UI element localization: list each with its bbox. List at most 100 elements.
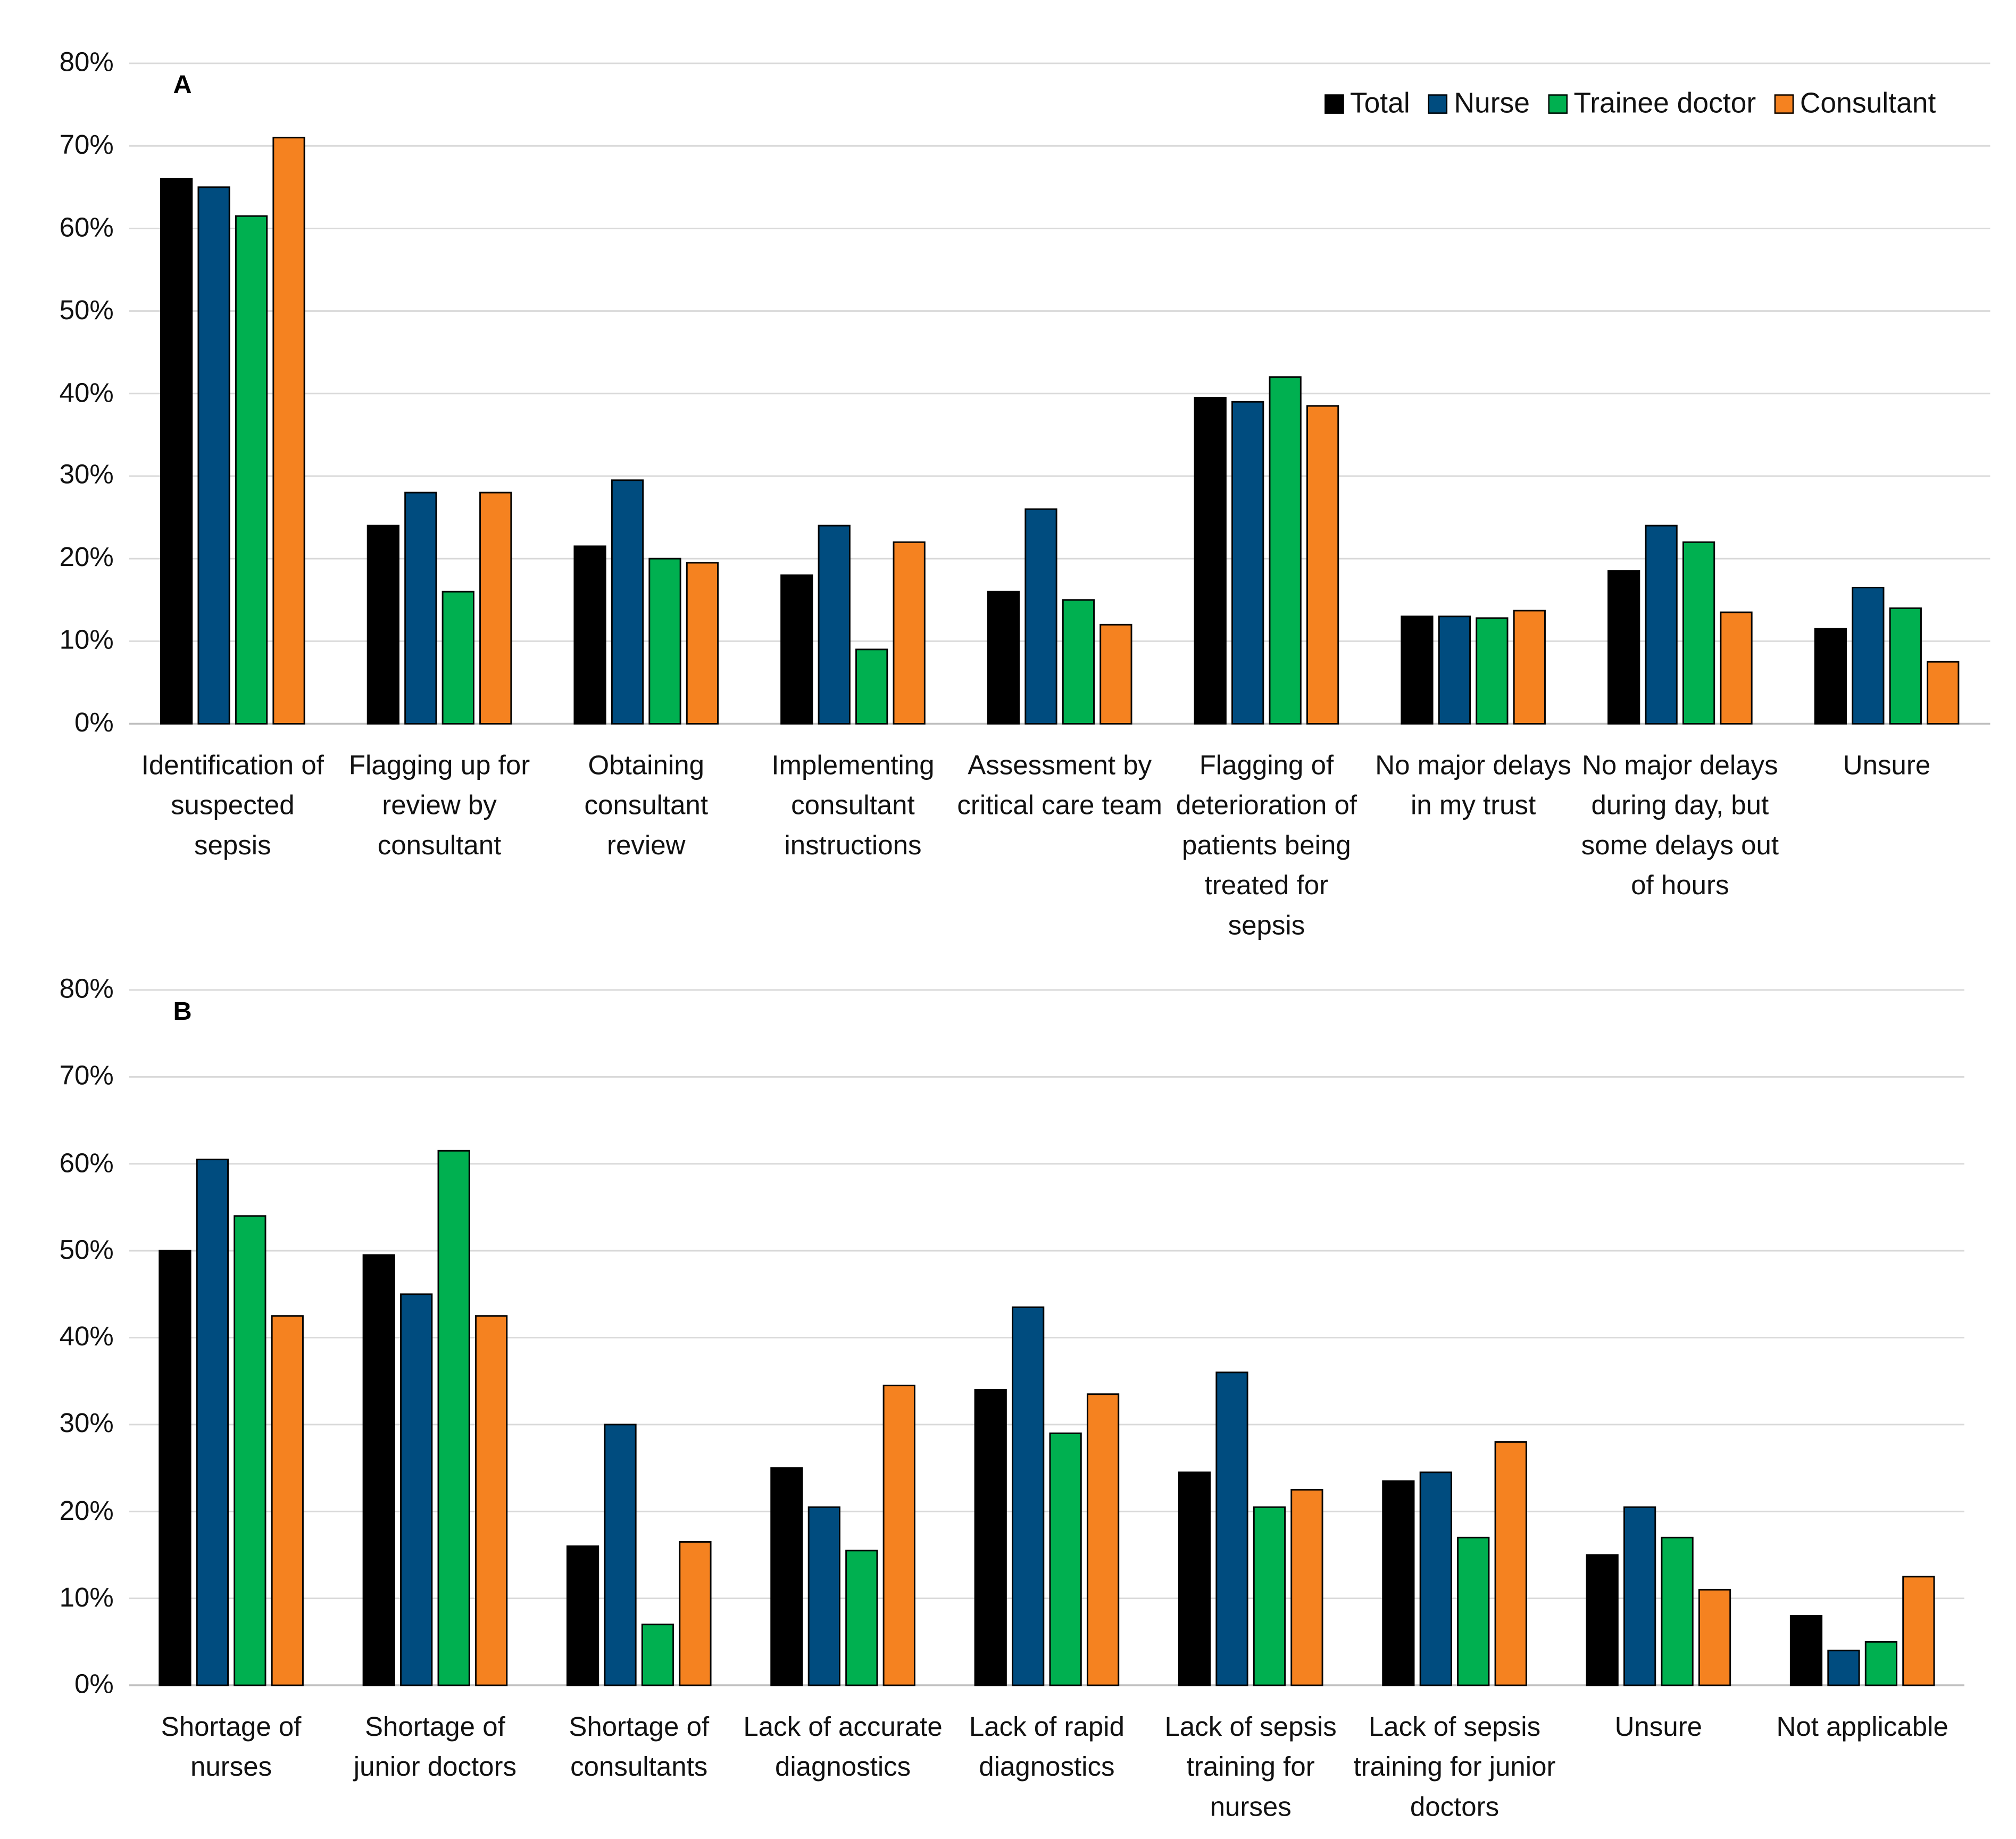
bar bbox=[1194, 397, 1227, 725]
bar bbox=[1457, 1536, 1490, 1686]
x-tick-label: Identification of suspected sepsis bbox=[141, 751, 324, 861]
bar bbox=[362, 1254, 395, 1686]
x-tick-label: Implementing consultant instructions bbox=[771, 751, 935, 861]
y-tick-label: 30% bbox=[59, 1409, 114, 1439]
x-tick-label: Flagging of deterioration of patients be… bbox=[1176, 751, 1357, 941]
x-tick-label: Shortage of nurses bbox=[161, 1712, 302, 1783]
legend-item: Consultant bbox=[1774, 87, 1936, 120]
y-tick-label: 60% bbox=[59, 1148, 114, 1178]
bar bbox=[1231, 401, 1264, 725]
bar bbox=[1024, 508, 1057, 725]
bar bbox=[573, 545, 606, 725]
legend-item: Nurse bbox=[1428, 87, 1530, 120]
bar bbox=[196, 1159, 229, 1686]
y-tick-label: 70% bbox=[59, 130, 114, 160]
bar bbox=[1215, 1371, 1248, 1686]
bar bbox=[1438, 615, 1471, 725]
y-tick-label: 30% bbox=[59, 460, 114, 490]
bar bbox=[893, 541, 926, 725]
y-tick-label: 0% bbox=[74, 708, 114, 738]
x-tick-label: Flagging up for review by consultant bbox=[348, 751, 530, 861]
bar bbox=[1661, 1536, 1694, 1686]
bar bbox=[437, 1150, 470, 1686]
bar bbox=[855, 648, 888, 725]
bar bbox=[1306, 405, 1339, 725]
bar bbox=[807, 1506, 840, 1686]
bar bbox=[780, 574, 813, 725]
bar bbox=[1902, 1576, 1935, 1686]
bar bbox=[818, 525, 851, 725]
bar bbox=[1049, 1432, 1082, 1686]
x-tick-label: Not applicable bbox=[1776, 1712, 1948, 1742]
x-tick-label: Lack of sepsis training for nurses bbox=[1164, 1712, 1337, 1823]
bar bbox=[1682, 541, 1715, 725]
x-tick-label: Shortage of junior doctors bbox=[353, 1712, 517, 1783]
bar bbox=[987, 590, 1020, 725]
bar bbox=[1586, 1554, 1619, 1686]
bar bbox=[1401, 615, 1434, 725]
bar bbox=[1623, 1506, 1656, 1686]
bar bbox=[882, 1384, 915, 1686]
y-tick-label: 50% bbox=[59, 1235, 114, 1265]
bar bbox=[1494, 1441, 1527, 1686]
bar bbox=[366, 525, 399, 725]
bar bbox=[1864, 1641, 1898, 1686]
bar bbox=[1178, 1471, 1211, 1686]
bar bbox=[475, 1315, 508, 1686]
bar bbox=[272, 137, 305, 725]
bar bbox=[679, 1541, 712, 1686]
x-tick-label: Lack of accurate diagnostics bbox=[743, 1712, 943, 1783]
legend-label: Total bbox=[1349, 86, 1410, 119]
bar bbox=[234, 1215, 266, 1686]
bar bbox=[404, 492, 437, 725]
x-tick-label: Lack of rapid diagnostics bbox=[969, 1712, 1124, 1783]
bar bbox=[686, 562, 719, 725]
bar bbox=[1607, 570, 1640, 725]
bar bbox=[1382, 1480, 1415, 1686]
x-tick-label: Unsure bbox=[1843, 751, 1931, 781]
x-tick-label: Obtaining consultant review bbox=[584, 751, 709, 861]
bar bbox=[1419, 1471, 1452, 1686]
bar bbox=[648, 557, 681, 725]
legend: Total Nurse Trainee doctor Consultant bbox=[1324, 87, 1936, 120]
bar bbox=[441, 590, 474, 725]
bar bbox=[1698, 1588, 1731, 1686]
legend-swatch bbox=[1428, 94, 1448, 113]
y-tick-label: 10% bbox=[59, 1583, 114, 1613]
bar bbox=[1927, 661, 1960, 725]
bar bbox=[1789, 1615, 1823, 1686]
bar bbox=[611, 479, 644, 725]
legend-item: Total bbox=[1324, 87, 1410, 120]
bar bbox=[1253, 1506, 1286, 1686]
legend-swatch bbox=[1547, 94, 1568, 113]
y-tick-label: 20% bbox=[59, 1496, 114, 1526]
bar bbox=[1099, 623, 1132, 725]
bar bbox=[1852, 587, 1885, 725]
bar bbox=[1086, 1393, 1120, 1686]
bar bbox=[770, 1467, 803, 1686]
bar bbox=[479, 492, 512, 725]
bar bbox=[1645, 525, 1678, 725]
bar bbox=[604, 1424, 637, 1686]
bar bbox=[400, 1293, 433, 1686]
legend-item: Trainee doctor bbox=[1547, 86, 1756, 120]
panel-label: B bbox=[173, 997, 192, 1027]
y-tick-label: 70% bbox=[59, 1061, 114, 1092]
x-tick-label: Lack of sepsis training for junior docto… bbox=[1353, 1712, 1556, 1823]
bar bbox=[1062, 599, 1095, 725]
legend-label: Consultant bbox=[1800, 86, 1936, 119]
legend-label: Trainee doctor bbox=[1573, 86, 1756, 119]
x-tick-label: No major delays in my trust bbox=[1375, 751, 1571, 821]
bar bbox=[1476, 617, 1509, 725]
y-tick-label: 10% bbox=[59, 626, 114, 656]
bar bbox=[1513, 610, 1546, 725]
y-tick-label: 80% bbox=[59, 47, 114, 78]
y-tick-label: 40% bbox=[59, 1322, 114, 1352]
x-tick-label: No major delays during day, but some del… bbox=[1581, 751, 1779, 901]
y-tick-label: 60% bbox=[59, 213, 114, 243]
y-tick-label: 50% bbox=[59, 295, 114, 326]
legend-swatch bbox=[1324, 94, 1344, 113]
